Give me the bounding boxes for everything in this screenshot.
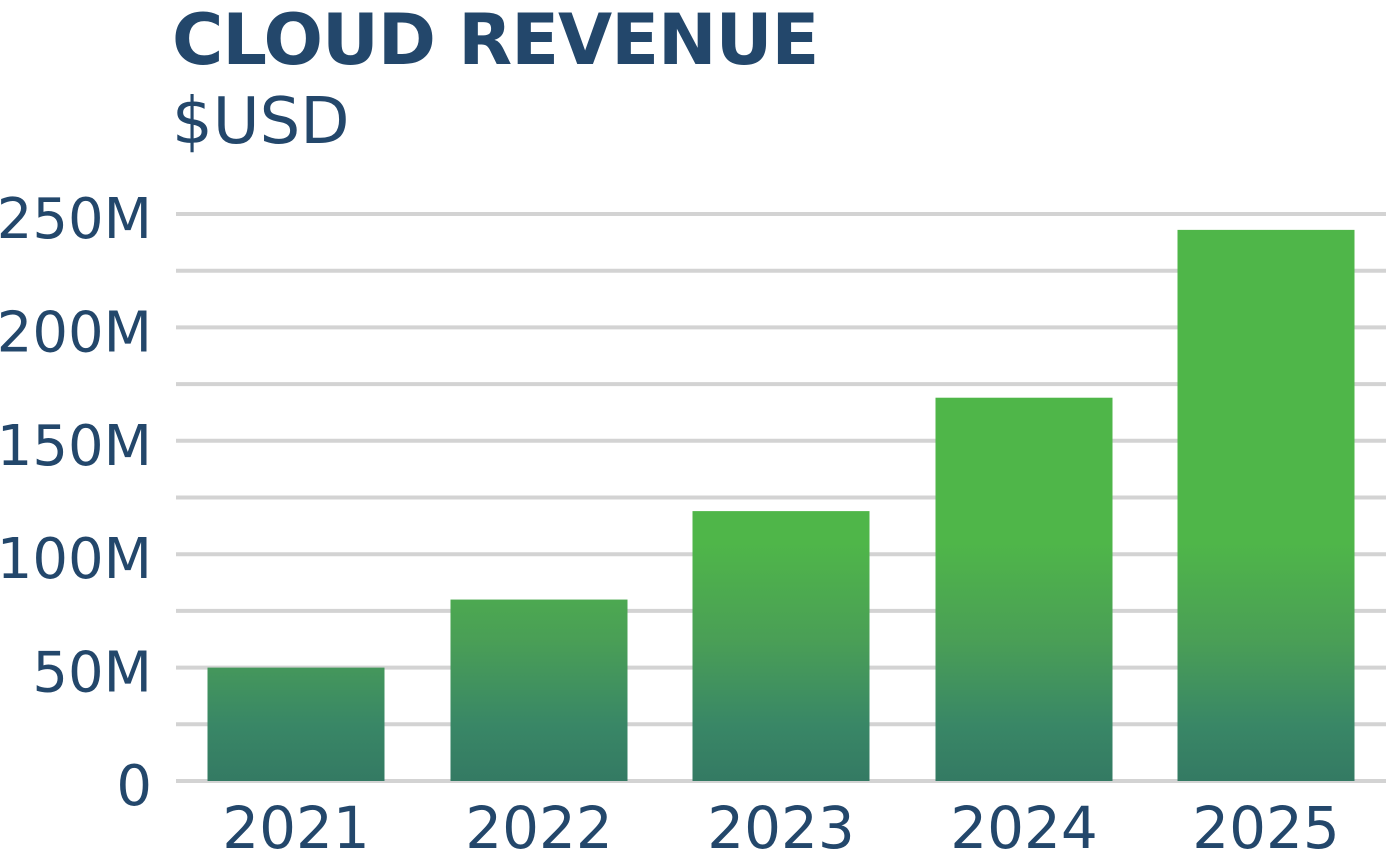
chart-subtitle: $USD xyxy=(172,85,350,159)
x-tick-label: 2025 xyxy=(1192,794,1340,855)
x-tick-label: 2021 xyxy=(222,794,370,855)
y-tick-label: 200M xyxy=(0,300,152,365)
bar-2022 xyxy=(450,599,628,781)
bar-2024 xyxy=(935,397,1113,781)
chart-title: CLOUD REVENUE xyxy=(172,0,819,81)
y-tick-label: 250M xyxy=(0,187,152,252)
bars xyxy=(207,229,1355,782)
y-tick-label: 50M xyxy=(32,641,152,706)
y-tick-label: 150M xyxy=(0,414,152,479)
x-tick-label: 2022 xyxy=(465,794,613,855)
bar-2021 xyxy=(207,667,385,781)
bar-2025 xyxy=(1177,229,1355,782)
x-tick-label: 2023 xyxy=(707,794,855,855)
y-axis-ticks: 0 50M 100M 150M 200M 250M xyxy=(0,187,152,819)
x-axis-ticks: 2021 2022 2023 2024 2025 xyxy=(222,794,1340,855)
x-tick-label: 2024 xyxy=(950,794,1098,855)
bar-2023 xyxy=(692,511,870,781)
y-tick-label: 0 xyxy=(116,754,152,819)
y-tick-label: 100M xyxy=(0,527,152,592)
